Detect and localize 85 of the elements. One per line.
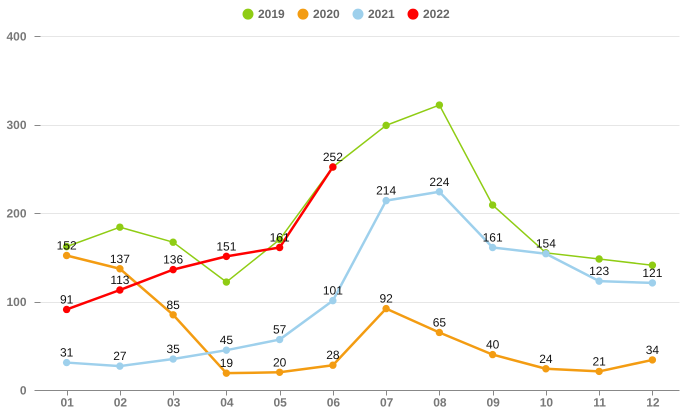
point: [648, 262, 656, 269]
data-label: 137: [110, 252, 130, 266]
point: [488, 244, 496, 252]
point: [648, 356, 656, 364]
point: [595, 255, 603, 263]
data-label: 45: [220, 333, 234, 348]
legend-label: 2022: [423, 7, 450, 22]
point: [62, 306, 70, 314]
x-tick-label: 04: [220, 396, 234, 410]
point: [276, 336, 284, 344]
point: [222, 346, 230, 354]
data-label: 151: [216, 239, 237, 254]
data-label: 92: [379, 292, 394, 306]
point: [382, 196, 390, 204]
point: [436, 101, 444, 109]
point: [169, 311, 177, 318]
y-tick-label: 300: [6, 118, 27, 132]
point: [488, 350, 496, 358]
point: [169, 266, 177, 274]
data-label: 154: [536, 236, 556, 251]
legend-label: 2021: [368, 7, 396, 22]
data-label: 27: [113, 349, 127, 364]
data-label: 21: [592, 354, 606, 368]
point: [276, 244, 284, 252]
x-tick-label: 07: [380, 396, 394, 410]
point: [222, 252, 230, 260]
data-label: 19: [220, 356, 234, 370]
x-tick-label: 01: [60, 396, 74, 410]
y-tick-label: 200: [6, 206, 27, 220]
y-tick-label: 400: [6, 30, 27, 44]
point: [116, 265, 124, 272]
data-label: 28: [326, 348, 340, 362]
point: [116, 362, 124, 370]
point: [116, 223, 124, 231]
point: [62, 252, 70, 260]
x-tick-label: 12: [646, 396, 660, 410]
data-label: 91: [60, 292, 74, 306]
point: [648, 279, 656, 287]
data-label: 85: [166, 298, 180, 312]
data-label: 136: [163, 252, 184, 267]
point: [382, 122, 390, 130]
x-tick-label: 03: [166, 396, 181, 410]
x-tick-label: 08: [433, 396, 447, 410]
x-tick-label: 10: [540, 396, 554, 410]
point: [329, 296, 337, 304]
data-label: 31: [60, 346, 74, 360]
x-tick-label: 05: [273, 396, 288, 410]
point: [169, 355, 177, 363]
x-tick-label: 11: [593, 396, 606, 410]
data-label: 35: [166, 342, 180, 356]
x-tick-label: 09: [486, 396, 500, 410]
point: [169, 238, 177, 246]
point: [436, 188, 444, 196]
point: [222, 369, 230, 377]
y-tick-label: 100: [6, 295, 27, 309]
y-tick-label: 0: [20, 384, 27, 398]
point: [62, 358, 70, 366]
data-label: 40: [486, 338, 500, 352]
x-tick-label: 06: [326, 396, 340, 410]
data-label: 214: [376, 184, 396, 198]
data-label: 101: [322, 284, 344, 298]
data-label: 57: [272, 322, 287, 337]
data-label: 34: [646, 342, 660, 357]
data-label: 121: [642, 266, 663, 280]
data-label: 161: [482, 230, 503, 245]
point: [382, 304, 390, 312]
point: [116, 286, 124, 294]
data-label: 123: [589, 264, 610, 278]
data-label: 24: [539, 352, 553, 366]
point: [276, 368, 284, 376]
point: [595, 277, 603, 285]
point: [436, 328, 444, 336]
data-label: 65: [432, 315, 446, 330]
data-label: 224: [429, 174, 450, 189]
legend-label: 2019: [258, 7, 286, 22]
point: [222, 278, 230, 286]
point: [488, 201, 496, 209]
point: [329, 362, 337, 369]
legend-label: 2020: [313, 7, 340, 22]
point: [595, 368, 603, 376]
data-label: 252: [322, 150, 344, 164]
x-tick-label: 02: [114, 396, 128, 410]
point: [542, 365, 550, 372]
data-label: 20: [272, 355, 287, 370]
data-label: 113: [110, 272, 130, 287]
